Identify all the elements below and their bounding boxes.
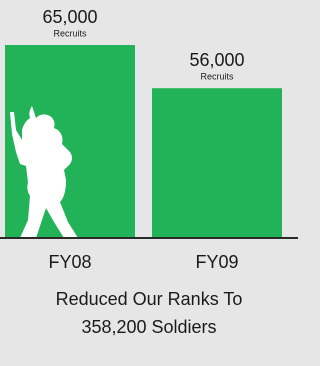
value-unit: Recruits	[200, 72, 234, 82]
x-tick-label: FY08	[48, 252, 91, 272]
bar	[152, 88, 282, 237]
value-label: 56,000	[189, 50, 244, 70]
x-tick-label: FY09	[195, 252, 238, 272]
page: {"chart_data": {"type": "bar", "categori…	[0, 0, 298, 366]
chart: Reduced Our Ranks To 358,200 Soldiers 65…	[0, 0, 298, 366]
value-unit: Recruits	[53, 28, 87, 38]
caption: Reduced Our Ranks To	[56, 289, 243, 309]
caption: 358,200 Soldiers	[81, 317, 216, 337]
value-label: 65,000	[42, 7, 97, 27]
